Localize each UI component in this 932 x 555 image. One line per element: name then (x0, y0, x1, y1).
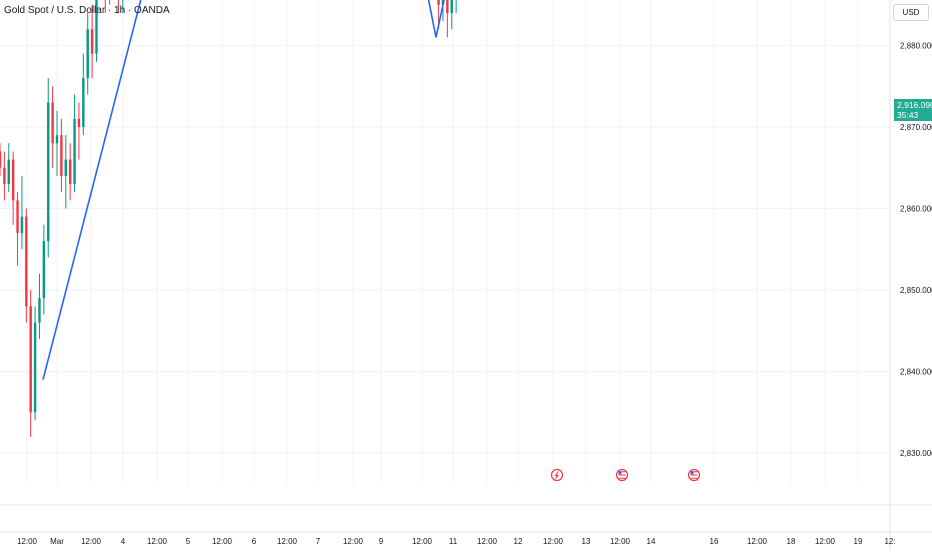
x-tick-label: 16 (710, 537, 719, 546)
countdown-timer: 35:43 (897, 110, 919, 120)
x-tick-label: 12 (514, 537, 523, 546)
x-tick-label: 12:00 (543, 537, 564, 546)
x-tick-label: 5 (186, 537, 191, 546)
x-tick-label: 12:00 (17, 537, 38, 546)
candle-body (47, 102, 50, 242)
candle-body (82, 78, 85, 127)
lightning-bolt (554, 471, 560, 479)
y-tick-label: 2,840.000 (900, 368, 932, 377)
last-price-tag: 2,916.090 35:43 (894, 99, 932, 121)
x-tick-label: 6 (252, 537, 257, 546)
chart-title: Gold Spot / U.S. Dollar · 1h · OANDA (4, 5, 170, 16)
candle-body (86, 29, 89, 79)
flag-canton (690, 471, 694, 475)
candle-body (42, 241, 46, 299)
candle-body (68, 159, 72, 185)
candle-body (29, 306, 32, 413)
candle-body (95, 0, 98, 54)
x-tick-label: 7 (316, 537, 321, 546)
x-tick-label: 4 (121, 537, 126, 546)
candle-body (90, 29, 94, 54)
candle-body (38, 298, 41, 323)
x-tick-label: Mar (50, 537, 64, 546)
x-tick-label: 12:00 (412, 537, 433, 546)
candle-body (16, 200, 19, 233)
pattern-zigzag-line (42, 0, 445, 380)
candle-body (73, 118, 76, 185)
x-tick-label: 19 (854, 537, 863, 546)
candle-body (11, 159, 15, 201)
candle-body (20, 216, 24, 233)
x-tick-label: 14 (647, 537, 656, 546)
y-tick-label: 2,850.000 (900, 286, 932, 295)
candle-body (25, 216, 28, 307)
candle-body (3, 167, 6, 185)
x-tick-label: 18 (787, 537, 796, 546)
lightning-icon (550, 468, 564, 482)
x-tick-label: 12:00 (610, 537, 631, 546)
candle-body (446, 0, 449, 13)
us-flag-icon (615, 468, 629, 482)
candle-body (450, 0, 453, 13)
candle-body (51, 102, 54, 144)
x-tick-label: 12:00 (81, 537, 102, 546)
flag-canton (618, 471, 622, 475)
last-price-value: 2,916.090 (897, 100, 932, 110)
candle-body (55, 135, 59, 144)
x-tick-label: 12:00 (477, 537, 498, 546)
y-tick-label: 2,870.000 (900, 123, 932, 132)
y-tick-label: 2,880.000 (900, 42, 932, 51)
x-tick-label: 12:00 (815, 537, 836, 546)
x-tick-label: 12:00 (147, 537, 168, 546)
x-tick-label: 12: (884, 537, 895, 546)
us-flag-icon (687, 468, 701, 482)
candle-body (77, 118, 81, 127)
x-tick-label: 9 (379, 537, 384, 546)
y-tick-label: 2,830.000 (900, 449, 932, 458)
candle-body (437, 0, 440, 5)
x-tick-label: 12:00 (343, 537, 364, 546)
candle-body (0, 151, 2, 168)
x-tick-label: 12:00 (212, 537, 233, 546)
candle-body (60, 135, 63, 176)
x-tick-label: 11 (449, 537, 458, 546)
y-tick-label: 2,860.000 (900, 205, 932, 214)
candle-body (33, 322, 37, 413)
x-tick-label: 13 (582, 537, 591, 546)
x-tick-label: 12:00 (277, 537, 298, 546)
candle-body (64, 159, 67, 176)
candle-body (7, 159, 10, 185)
currency-button[interactable]: USD (893, 4, 929, 21)
x-tick-label: 12:00 (747, 537, 768, 546)
